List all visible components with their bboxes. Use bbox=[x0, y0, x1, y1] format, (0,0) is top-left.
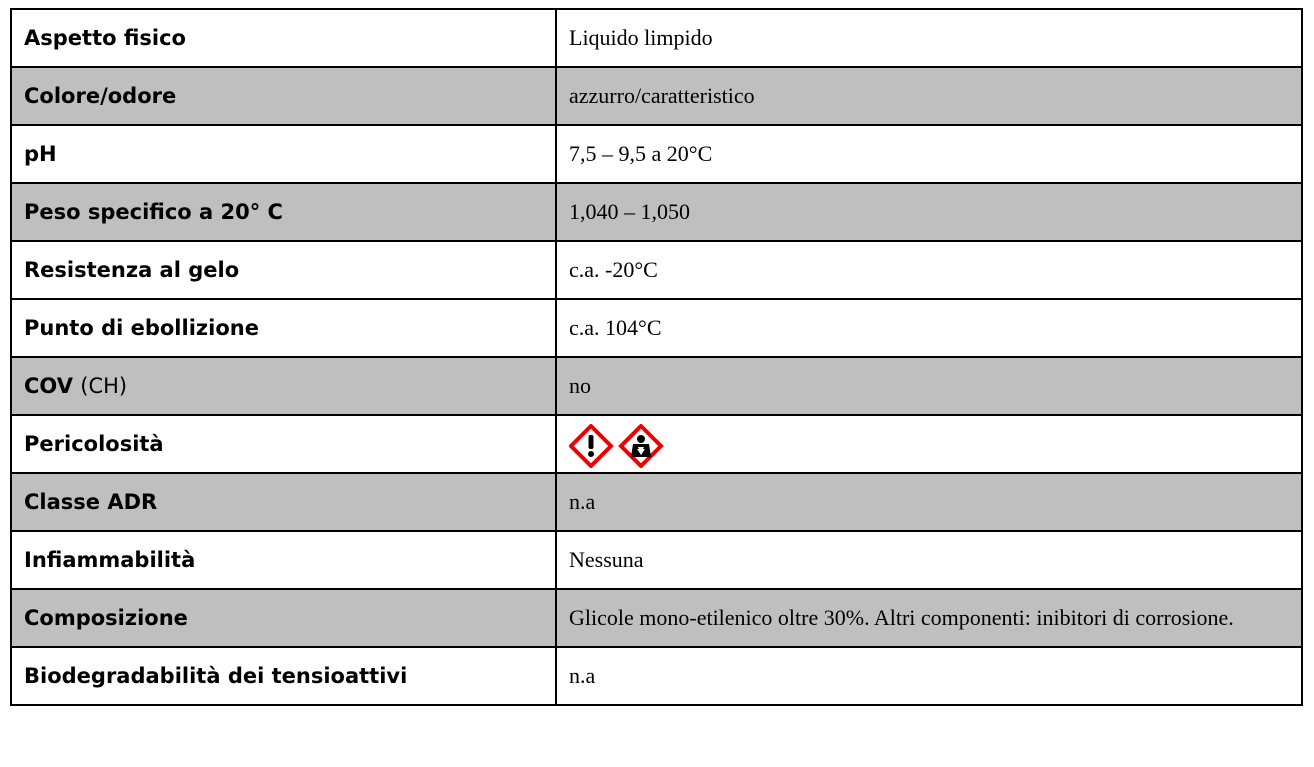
table-row: Infiammabilità Nessuna bbox=[10, 530, 1303, 590]
row-value: 7,5 – 9,5 a 20°C bbox=[569, 141, 713, 166]
value-cell: no bbox=[555, 356, 1303, 416]
table-row: Aspetto fisico Liquido limpido bbox=[10, 8, 1303, 68]
label-cell: Punto di ebollizione bbox=[10, 298, 557, 358]
row-label: Colore/odore bbox=[24, 84, 177, 108]
row-value: Liquido limpido bbox=[569, 25, 713, 50]
table-row: Resistenza al gelo c.a. -20°C bbox=[10, 240, 1303, 300]
label-cell: Resistenza al gelo bbox=[10, 240, 557, 300]
row-label: pH bbox=[24, 142, 57, 166]
row-label: Peso specifico a 20° C bbox=[24, 200, 283, 224]
label-cell: Pericolosità bbox=[10, 414, 557, 474]
row-value: c.a. 104°C bbox=[569, 315, 662, 340]
label-cell: Classe ADR bbox=[10, 472, 557, 532]
value-cell: c.a. -20°C bbox=[555, 240, 1303, 300]
table-row: Biodegradabilità dei tensioattivi n.a bbox=[10, 646, 1303, 706]
row-label: Biodegradabilità dei tensioattivi bbox=[24, 664, 408, 688]
row-label: Punto di ebollizione bbox=[24, 316, 259, 340]
row-value: no bbox=[569, 373, 591, 398]
value-cell: 7,5 – 9,5 a 20°C bbox=[555, 124, 1303, 184]
row-label: Composizione bbox=[24, 606, 188, 630]
label-cell: Aspetto fisico bbox=[10, 8, 557, 68]
label-cell: Biodegradabilità dei tensioattivi bbox=[10, 646, 557, 706]
table-row: pH 7,5 – 9,5 a 20°C bbox=[10, 124, 1303, 184]
value-cell: Liquido limpido bbox=[555, 8, 1303, 68]
value-cell: 1,040 – 1,050 bbox=[555, 182, 1303, 242]
hazard-pictograms bbox=[568, 423, 664, 469]
label-cell: Infiammabilità bbox=[10, 530, 557, 590]
label-cell: Colore/odore bbox=[10, 66, 557, 126]
label-cell: Composizione bbox=[10, 588, 557, 648]
row-label: COV bbox=[24, 374, 73, 398]
row-label: Pericolosità bbox=[24, 432, 164, 456]
row-label: Aspetto fisico bbox=[24, 26, 186, 50]
value-cell: Nessuna bbox=[555, 530, 1303, 590]
row-label: Resistenza al gelo bbox=[24, 258, 240, 282]
row-value: azzurro/caratteristico bbox=[569, 83, 755, 108]
row-note: (CH) bbox=[80, 374, 128, 398]
table-row: Colore/odore azzurro/caratteristico bbox=[10, 66, 1303, 126]
row-value: c.a. -20°C bbox=[569, 257, 658, 282]
value-cell: c.a. 104°C bbox=[555, 298, 1303, 358]
row-label: Infiammabilità bbox=[24, 548, 196, 572]
value-cell bbox=[555, 414, 1303, 474]
value-cell: azzurro/caratteristico bbox=[555, 66, 1303, 126]
row-value: Nessuna bbox=[569, 547, 644, 572]
value-cell: Glicole mono-etilenico oltre 30%. Altri … bbox=[555, 588, 1303, 648]
row-value: 1,040 – 1,050 bbox=[569, 199, 690, 224]
data-table: Aspetto fisico Liquido limpido Colore/odor… bbox=[10, 8, 1303, 706]
table-row: Classe ADR n.a bbox=[10, 472, 1303, 532]
row-value: Glicole mono-etilenico oltre 30%. Altri … bbox=[569, 605, 1234, 630]
table-row: Pericolosità bbox=[10, 414, 1303, 474]
label-cell: COV (CH) bbox=[10, 356, 557, 416]
table-row: Punto di ebollizione c.a. 104°C bbox=[10, 298, 1303, 358]
table-row: COV (CH) no bbox=[10, 356, 1303, 416]
table-row: Composizione Glicole mono-etilenico oltre… bbox=[10, 588, 1303, 648]
table-row: Peso specifico a 20° C 1,040 – 1,050 bbox=[10, 182, 1303, 242]
label-cell: pH bbox=[10, 124, 557, 184]
label-cell: Peso specifico a 20° C bbox=[10, 182, 557, 242]
row-value: n.a bbox=[569, 663, 596, 688]
value-cell: n.a bbox=[555, 646, 1303, 706]
row-value: n.a bbox=[569, 489, 596, 514]
row-label: Classe ADR bbox=[24, 490, 158, 514]
value-cell: n.a bbox=[555, 472, 1303, 532]
